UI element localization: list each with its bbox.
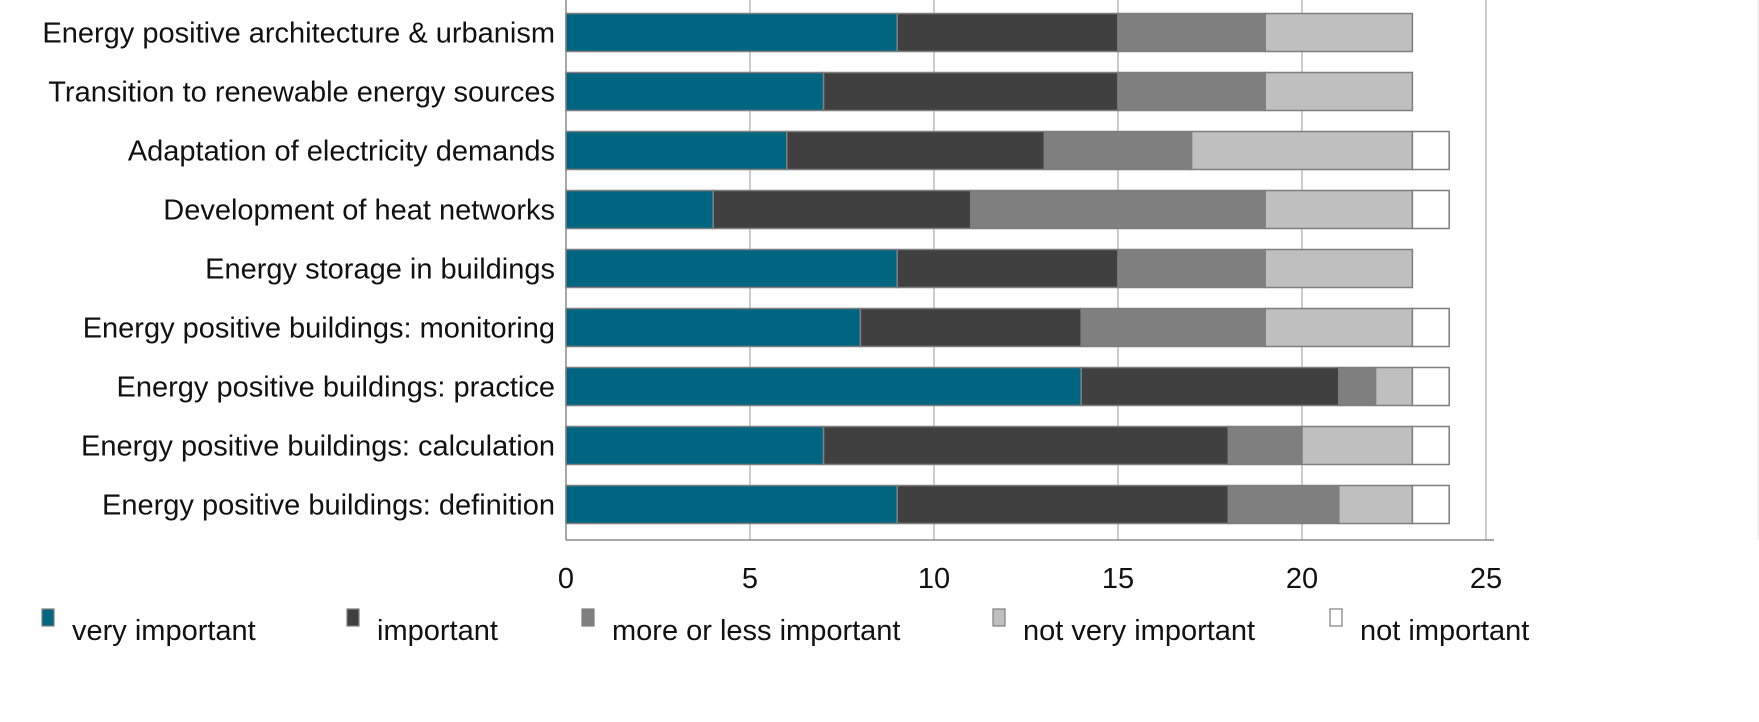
bar-more-or-less-important-3	[1043, 130, 1193, 171]
bar-very-important-4	[565, 189, 714, 230]
bar-not-very-important-9	[1338, 484, 1414, 525]
bar-very-important-9	[565, 484, 898, 525]
bar-important-7	[1080, 366, 1340, 407]
category-label: Energy positive architecture & urbanism	[42, 18, 555, 50]
x-tick-label: 25	[1470, 563, 1502, 595]
bar-not-very-important-2	[1264, 71, 1414, 112]
bar-not-important-6	[1411, 307, 1450, 348]
bar-more-or-less-important-7	[1338, 366, 1377, 407]
category-label: Energy storage in buildings	[205, 254, 555, 286]
category-label: Energy positive buildings: practice	[117, 372, 555, 404]
bar-not-important-4	[1411, 189, 1450, 230]
category-label: Energy positive buildings: definition	[102, 490, 555, 522]
bar-very-important-5	[565, 248, 898, 289]
x-tick-label: 0	[558, 563, 574, 595]
bar-more-or-less-important-9	[1227, 484, 1340, 525]
bar-very-important-2	[565, 71, 825, 112]
bar-not-important-9	[1411, 484, 1450, 525]
category-labels: Energy positive architecture & urbanism T…	[42, 18, 555, 522]
x-tick-label: 20	[1286, 563, 1318, 595]
bar-important-2	[822, 71, 1119, 112]
legend-swatch-not-important	[1329, 608, 1343, 627]
bars	[565, 12, 1450, 525]
x-tick-label: 10	[918, 563, 950, 595]
legend-label: important	[377, 615, 498, 647]
bar-more-or-less-important-4	[970, 189, 1266, 230]
bar-more-or-less-important-2	[1117, 71, 1266, 112]
bar-important-1	[896, 12, 1119, 53]
legend: very important important more or less impo…	[41, 608, 1529, 647]
bar-important-3	[786, 130, 1046, 171]
bar-not-very-important-7	[1374, 366, 1414, 407]
bar-not-important-8	[1411, 425, 1450, 466]
bar-very-important-1	[565, 12, 898, 53]
legend-swatch-not-very-important	[992, 608, 1006, 627]
bar-important-4	[712, 189, 972, 230]
bar-not-very-important-4	[1264, 189, 1414, 230]
bar-not-very-important-3	[1190, 130, 1414, 171]
bar-not-important-7	[1411, 366, 1450, 407]
bar-very-important-8	[565, 425, 825, 466]
legend-swatch-very-important	[41, 608, 55, 627]
legend-label: not very important	[1023, 615, 1255, 647]
legend-swatch-more-or-less-important	[581, 608, 595, 627]
x-tick-label: 15	[1102, 563, 1134, 595]
bar-very-important-6	[565, 307, 862, 348]
bar-important-8	[822, 425, 1230, 466]
category-label: Adaptation of electricity demands	[128, 136, 555, 168]
legend-label: very important	[72, 615, 256, 647]
x-tick-labels: 0 5 10 15 20 25	[558, 563, 1502, 595]
legend-label: more or less important	[612, 615, 901, 647]
legend-swatch-important	[346, 608, 360, 627]
bar-more-or-less-important-8	[1227, 425, 1303, 466]
x-tick-label: 5	[742, 563, 758, 595]
bar-not-very-important-6	[1264, 307, 1414, 348]
category-label: Development of heat networks	[163, 195, 555, 227]
bar-not-very-important-1	[1264, 12, 1414, 53]
bar-not-very-important-5	[1264, 248, 1414, 289]
bar-not-very-important-8	[1301, 425, 1414, 466]
bar-important-5	[896, 248, 1119, 289]
bar-important-6	[859, 307, 1082, 348]
legend-label: not important	[1360, 615, 1529, 647]
bar-very-important-3	[565, 130, 788, 171]
bar-more-or-less-important-1	[1117, 12, 1266, 53]
category-label: Energy positive buildings: calculation	[81, 431, 555, 463]
bar-not-important-3	[1411, 130, 1450, 171]
bar-important-9	[896, 484, 1230, 525]
bar-very-important-7	[565, 366, 1082, 407]
category-label: Energy positive buildings: monitoring	[83, 313, 555, 345]
category-label: Transition to renewable energy sources	[48, 77, 555, 109]
bar-more-or-less-important-5	[1117, 248, 1266, 289]
bar-more-or-less-important-6	[1080, 307, 1266, 348]
